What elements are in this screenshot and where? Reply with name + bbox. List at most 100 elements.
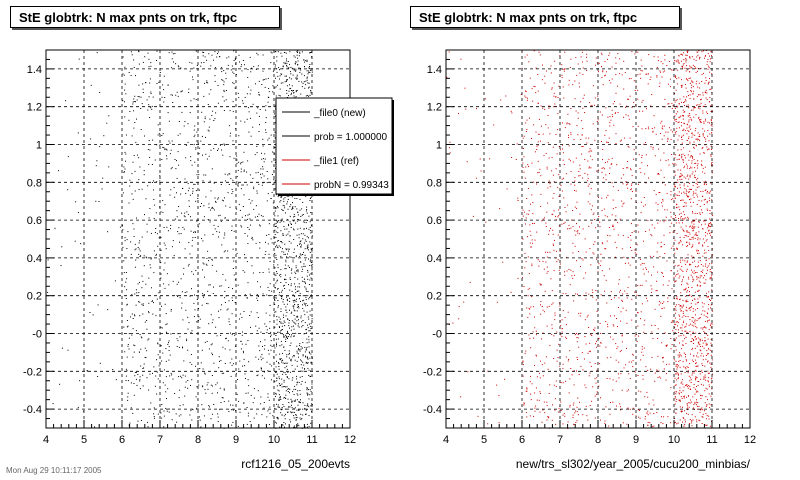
scatter-point bbox=[677, 270, 679, 272]
scatter-point bbox=[274, 147, 276, 148]
scatter-point bbox=[560, 185, 562, 187]
scatter-point bbox=[307, 324, 308, 326]
scatter-point bbox=[306, 361, 308, 363]
scatter-point bbox=[699, 213, 701, 215]
scatter-point bbox=[650, 234, 652, 236]
scatter-point bbox=[689, 57, 691, 59]
scatter-point bbox=[620, 289, 621, 291]
scatter-point bbox=[254, 154, 256, 156]
scatter-point bbox=[205, 263, 207, 265]
scatter-point bbox=[309, 389, 311, 391]
scatter-point bbox=[679, 116, 681, 118]
scatter-point bbox=[692, 331, 694, 333]
scatter-point bbox=[691, 80, 693, 82]
scatter-point bbox=[588, 137, 590, 139]
scatter-point bbox=[572, 277, 574, 279]
scatter-point bbox=[240, 168, 242, 170]
scatter-point bbox=[292, 206, 294, 208]
scatter-point bbox=[659, 376, 661, 378]
scatter-point bbox=[546, 306, 548, 308]
scatter-point bbox=[190, 410, 192, 412]
scatter-point bbox=[618, 279, 620, 281]
scatter-point bbox=[622, 300, 624, 302]
scatter-point bbox=[260, 331, 262, 333]
scatter-point bbox=[702, 255, 704, 257]
scatter-point bbox=[694, 402, 696, 404]
scatter-point bbox=[266, 182, 268, 184]
scatter-point bbox=[601, 114, 603, 116]
scatter-point bbox=[307, 247, 308, 249]
scatter-point bbox=[676, 61, 678, 63]
scatter-point bbox=[256, 112, 258, 114]
scatter-point bbox=[219, 360, 220, 362]
scatter-point bbox=[302, 355, 304, 357]
scatter-point bbox=[697, 318, 699, 320]
scatter-point bbox=[257, 296, 259, 297]
scatter-point bbox=[707, 313, 709, 315]
scatter-point bbox=[300, 315, 302, 317]
scatter-point bbox=[584, 172, 586, 174]
scatter-point bbox=[297, 228, 299, 230]
scatter-point bbox=[553, 270, 555, 272]
scatter-point bbox=[485, 221, 487, 223]
scatter-point bbox=[647, 271, 649, 273]
scatter-point bbox=[275, 77, 276, 79]
scatter-point bbox=[557, 113, 559, 115]
scatter-point bbox=[572, 210, 574, 211]
scatter-point bbox=[489, 158, 491, 160]
scatter-point bbox=[275, 287, 276, 289]
scatter-point bbox=[217, 413, 219, 415]
scatter-point bbox=[676, 321, 678, 323]
scatter-point bbox=[221, 397, 223, 399]
scatter-point bbox=[269, 363, 271, 365]
scatter-point bbox=[238, 54, 240, 56]
scatter-point bbox=[568, 224, 570, 226]
scatter-point bbox=[615, 62, 617, 64]
scatter-point bbox=[233, 230, 235, 232]
scatter-point bbox=[608, 158, 610, 160]
scatter-point bbox=[271, 345, 273, 347]
scatter-point bbox=[166, 273, 168, 275]
scatter-point bbox=[709, 190, 711, 192]
scatter-point bbox=[163, 227, 165, 228]
scatter-point bbox=[310, 92, 312, 94]
scatter-point bbox=[256, 146, 258, 147]
scatter-point bbox=[125, 281, 127, 283]
scatter-point bbox=[311, 411, 312, 413]
scatter-point bbox=[220, 360, 222, 362]
scatter-point bbox=[630, 239, 632, 241]
scatter-point bbox=[276, 273, 278, 274]
scatter-point bbox=[639, 284, 641, 286]
scatter-point bbox=[691, 349, 693, 350]
scatter-point bbox=[620, 373, 622, 375]
scatter-point bbox=[289, 388, 291, 390]
scatter-point bbox=[588, 167, 590, 169]
scatter-point bbox=[711, 73, 713, 75]
scatter-points-left bbox=[47, 50, 313, 429]
scatter-point bbox=[569, 350, 571, 352]
scatter-point bbox=[648, 403, 650, 405]
scatter-point bbox=[146, 350, 148, 352]
scatter-point bbox=[542, 133, 544, 135]
scatter-point bbox=[631, 183, 633, 185]
scatter-point bbox=[688, 294, 690, 296]
scatter-point bbox=[587, 177, 589, 179]
scatter-point bbox=[605, 279, 607, 281]
scatter-point bbox=[687, 91, 689, 93]
scatter-point bbox=[288, 320, 290, 321]
scatter-point bbox=[629, 264, 631, 266]
scatter-point bbox=[232, 71, 234, 73]
scatter-point bbox=[637, 224, 639, 226]
scatter-point bbox=[666, 364, 668, 366]
scatter-point bbox=[596, 393, 597, 395]
scatter-point bbox=[274, 234, 276, 236]
scatter-point bbox=[669, 86, 671, 88]
scatter-point bbox=[682, 406, 683, 408]
scatter-point bbox=[275, 354, 277, 356]
scatter-point bbox=[523, 211, 525, 213]
scatter-point bbox=[500, 99, 502, 101]
scatter-point bbox=[211, 392, 213, 394]
scatter-point bbox=[652, 130, 654, 132]
scatter-point bbox=[267, 349, 269, 351]
scatter-point bbox=[593, 243, 595, 245]
